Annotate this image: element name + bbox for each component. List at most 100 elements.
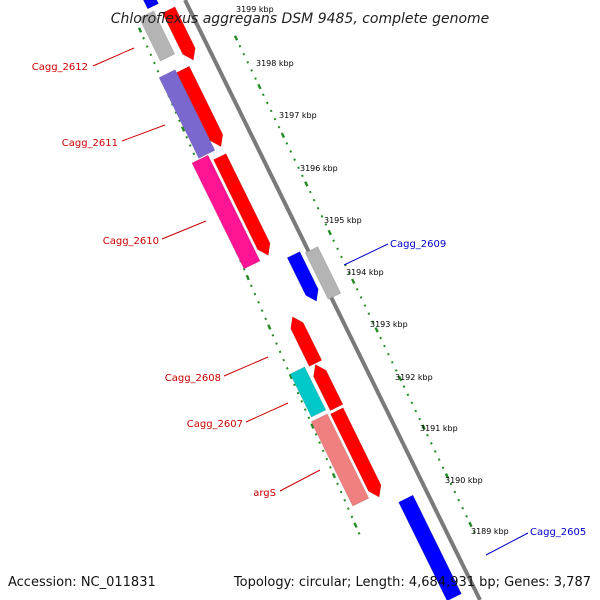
- outer-tick-mark: [293, 158, 296, 161]
- outer-tick-mark: [473, 531, 476, 534]
- outer-tick-mark: [336, 247, 339, 251]
- inner-tick-mark: [296, 391, 300, 395]
- outer-tick-mark: [269, 109, 273, 113]
- outer-tick-mark: [387, 352, 390, 356]
- inner-tick-mark: [347, 507, 350, 510]
- gene-feature: [304, 246, 342, 300]
- outer-tick-mark: [332, 239, 336, 243]
- kbp-label: 3198 kbp: [256, 59, 294, 68]
- outer-tick-mark: [418, 417, 421, 421]
- outer-tick-mark: [406, 393, 410, 397]
- gene-feature: [142, 0, 159, 10]
- inner-tick-mark: [275, 342, 278, 345]
- kbp-label: 3190 kbp: [445, 476, 483, 485]
- outer-tick-mark: [242, 52, 246, 56]
- outer-tick-mark: [371, 320, 375, 324]
- gene-feature-cds: [176, 65, 224, 148]
- inner-tick-mark: [174, 111, 178, 114]
- kbp-label: 3194 kbp: [346, 268, 384, 277]
- outer-tick-mark: [449, 482, 453, 486]
- gene-feature-cagg-2609: [286, 251, 319, 302]
- gene-features: [138, 0, 462, 600]
- inner-tick-mark: [181, 126, 186, 132]
- genome-summary-text: Topology: circular; Length: 4,684,931 bp…: [233, 575, 591, 590]
- gene-feature-cagg-2610: [191, 154, 261, 270]
- outer-tick-mark: [250, 69, 253, 72]
- outer-tick-mark: [390, 360, 394, 364]
- accession-text: Accession: NC_011831: [8, 575, 156, 590]
- inner-tick-mark: [145, 45, 149, 48]
- kbp-label: 3189 kbp: [471, 527, 509, 536]
- outer-tick-mark: [410, 401, 414, 405]
- inner-tick-mark: [192, 152, 196, 156]
- outer-tick-mark: [363, 304, 367, 307]
- outer-tick-mark: [233, 35, 239, 41]
- gene-label-args[interactable]: argS: [253, 488, 276, 499]
- outer-tick-mark: [238, 44, 242, 48]
- kbp-label: 3192 kbp: [395, 373, 433, 382]
- kbp-label: 3195 kbp: [324, 216, 362, 225]
- gene-feature-cagg-2611: [158, 69, 216, 159]
- outer-tick-mark: [257, 83, 262, 90]
- outer-tick-mark: [414, 409, 418, 413]
- inner-tick-mark: [307, 416, 311, 420]
- outer-tick-mark: [359, 296, 363, 299]
- gene-feature-cds: [213, 153, 271, 256]
- label-leader-line: [279, 469, 321, 492]
- inner-tick-mark: [321, 449, 325, 453]
- outer-tick-mark: [277, 125, 281, 129]
- outer-tick-mark: [340, 255, 343, 259]
- outer-tick-mark: [273, 117, 277, 121]
- inner-tick-mark: [343, 499, 347, 502]
- gene-labels: Cagg_2612 Cagg_2611 Cagg_2610 Cagg_2609 Cagg…: [32, 62, 587, 538]
- inner-tick-mark: [257, 301, 260, 304]
- label-leader-line: [485, 532, 529, 556]
- outer-tick-mark: [304, 181, 309, 187]
- inner-tick-mark: [142, 36, 145, 40]
- kbp-label: 3193 kbp: [370, 320, 408, 329]
- outer-tick-mark: [351, 278, 356, 285]
- gene-label-cagg-2612[interactable]: Cagg_2612: [32, 62, 88, 73]
- outer-tick-mark: [312, 198, 316, 202]
- kbp-labels: 3199 kbp 3198 kbp 3197 kbp 3196 kbp 3195 kbp…: [236, 5, 509, 536]
- inner-tick-mark: [253, 292, 257, 296]
- gene-label-cagg-2605[interactable]: Cagg_2605: [530, 527, 586, 538]
- kbp-label: 3197 kbp: [279, 111, 317, 120]
- outer-tick-mark: [285, 142, 289, 145]
- outer-tick-mark: [297, 166, 300, 170]
- gene-label-cagg-2611[interactable]: Cagg_2611: [62, 138, 118, 149]
- gene-label-cagg-2607[interactable]: Cagg_2607: [187, 419, 243, 430]
- inner-tick-mark: [310, 423, 315, 429]
- outer-tick-mark: [301, 174, 304, 178]
- outer-tick-mark: [347, 271, 351, 275]
- outer-tick-mark: [383, 344, 386, 348]
- gene-label-cagg-2608[interactable]: Cagg_2608: [165, 373, 221, 384]
- outer-tick-mark: [280, 132, 286, 139]
- inner-tick-mark: [303, 408, 307, 411]
- outer-tick-mark: [316, 206, 320, 210]
- inner-tick-mark: [288, 373, 293, 380]
- gene-feature-cds: [313, 364, 344, 412]
- outer-tick-mark: [308, 190, 312, 194]
- gene-feature-cagg-2612: [138, 10, 176, 62]
- inner-tick-mark: [285, 367, 289, 370]
- inner-tick-mark: [325, 457, 329, 461]
- outer-tick-mark: [397, 375, 403, 382]
- inner-tick-mark: [260, 309, 264, 312]
- outer-tick-mark: [254, 77, 257, 80]
- gene-feature-cagg-2608: [290, 316, 323, 367]
- gene-label-cagg-2609[interactable]: Cagg_2609: [390, 239, 446, 250]
- map-title: Chloroflexus aggregans DSM 9485, complet…: [111, 11, 490, 27]
- gene-label-cagg-2610[interactable]: Cagg_2610: [103, 236, 159, 247]
- outer-tick-mark: [453, 490, 457, 494]
- outer-tick-mark: [355, 288, 359, 291]
- outer-tick-mark: [457, 498, 461, 502]
- outer-tick-mark: [468, 521, 473, 528]
- gene-feature-args: [310, 413, 370, 507]
- outer-tick-mark: [320, 215, 324, 218]
- outer-tick-mark: [394, 369, 398, 372]
- outer-tick-mark: [421, 424, 426, 430]
- outer-tick-mark: [465, 515, 468, 518]
- outer-tick-mark: [246, 60, 250, 64]
